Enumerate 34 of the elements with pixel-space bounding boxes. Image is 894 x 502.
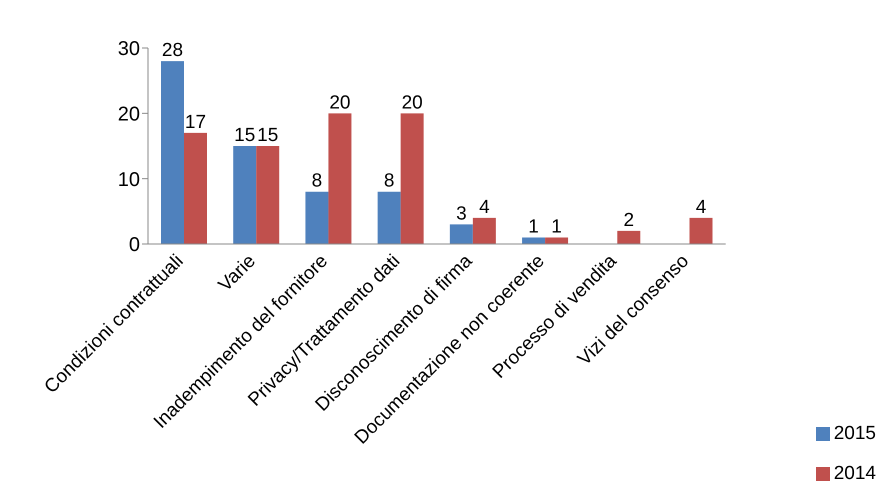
data-label: 20 — [329, 92, 350, 114]
data-label: 28 — [162, 40, 184, 62]
data-label: 15 — [257, 125, 278, 146]
data-label: 3 — [456, 203, 467, 224]
bar — [233, 146, 256, 244]
data-label: 2 — [624, 210, 634, 231]
data-label: 8 — [384, 170, 394, 192]
bar — [472, 218, 496, 244]
bar — [690, 218, 713, 244]
bar — [450, 224, 473, 244]
y-tick-label: 0 — [128, 234, 140, 256]
bar — [256, 146, 280, 244]
data-label: 4 — [479, 196, 490, 218]
bar — [328, 113, 352, 244]
bar — [522, 237, 546, 244]
data-label: 8 — [312, 170, 322, 192]
data-label: 20 — [402, 92, 423, 114]
bar — [184, 132, 207, 244]
data-label: 1 — [528, 216, 539, 238]
data-label: 17 — [184, 112, 206, 133]
data-label: 4 — [696, 196, 707, 218]
bar — [161, 61, 184, 244]
bar — [400, 113, 424, 244]
bar — [378, 192, 401, 244]
legend-label: 2014 — [834, 463, 876, 484]
data-label: 15 — [234, 125, 256, 146]
legend-label: 2015 — [834, 423, 876, 444]
y-tick-label: 20 — [118, 103, 140, 126]
bar — [305, 192, 328, 244]
bar — [545, 237, 568, 244]
data-label: 1 — [551, 216, 562, 238]
y-tick-label: 10 — [118, 168, 140, 191]
bar — [617, 230, 640, 244]
y-tick-label: 30 — [118, 38, 140, 60]
